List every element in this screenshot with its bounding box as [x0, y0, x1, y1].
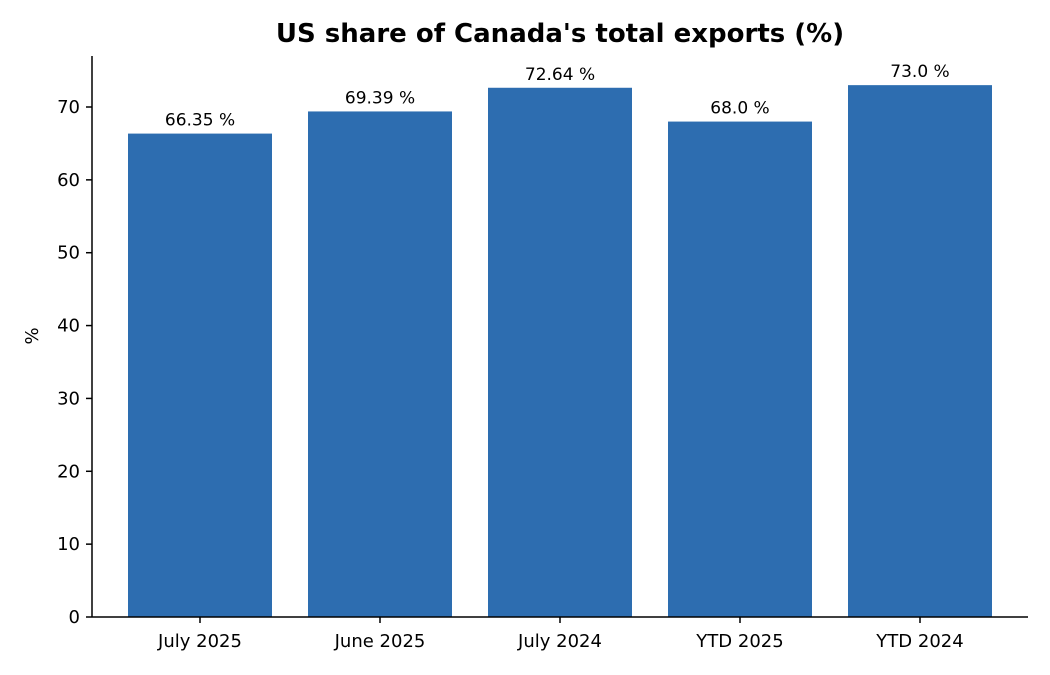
y-tick-label: 10: [57, 534, 80, 555]
bar-3: [488, 87, 632, 617]
x-tick-label: YTD 2024: [875, 631, 963, 652]
y-tick-label: 30: [57, 388, 80, 409]
bar-value-label: 73.0 %: [890, 62, 949, 82]
bar-1: [128, 133, 272, 618]
bar-value-label: 69.39 %: [345, 88, 415, 108]
bar-value-label: 68.0 %: [710, 99, 769, 119]
y-axis-ticks: 0 10 20 30 40 50 60 70: [57, 97, 92, 628]
bar-labels-layer: 66.35 % 69.39 % 72.64 % 68.0 % 73.0 %: [165, 62, 950, 130]
y-axis-title: %: [22, 327, 43, 344]
y-tick-label: 20: [57, 461, 80, 482]
chart-title: US share of Canada's total exports (%): [276, 19, 844, 49]
bar-5: [848, 85, 992, 617]
x-tick-label: June 2025: [334, 631, 426, 652]
bars-layer: [128, 85, 992, 618]
x-tick-label: July 2024: [517, 631, 602, 652]
x-tick-label: YTD 2025: [695, 631, 783, 652]
bar-2: [308, 111, 452, 618]
y-tick-label: 0: [69, 607, 80, 628]
bar-value-label: 66.35 %: [165, 111, 235, 131]
bar-value-label: 72.64 %: [525, 65, 595, 85]
x-tick-label: July 2025: [157, 631, 242, 652]
bar-4: [668, 121, 812, 618]
y-tick-label: 70: [57, 97, 80, 118]
x-axis-ticks: July 2025 June 2025 July 2024 YTD 2025 YTD 2…: [157, 617, 964, 652]
y-tick-label: 40: [57, 316, 80, 337]
y-tick-label: 60: [57, 170, 80, 191]
y-tick-label: 50: [57, 243, 80, 264]
